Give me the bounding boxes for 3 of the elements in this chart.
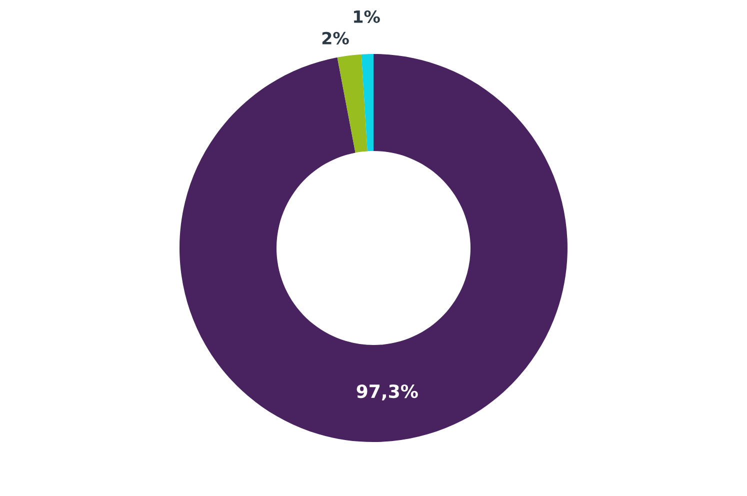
data-label: 2% — [322, 32, 349, 44]
data-label: 97,3% — [356, 384, 418, 400]
data-label: 1% — [354, 10, 380, 23]
